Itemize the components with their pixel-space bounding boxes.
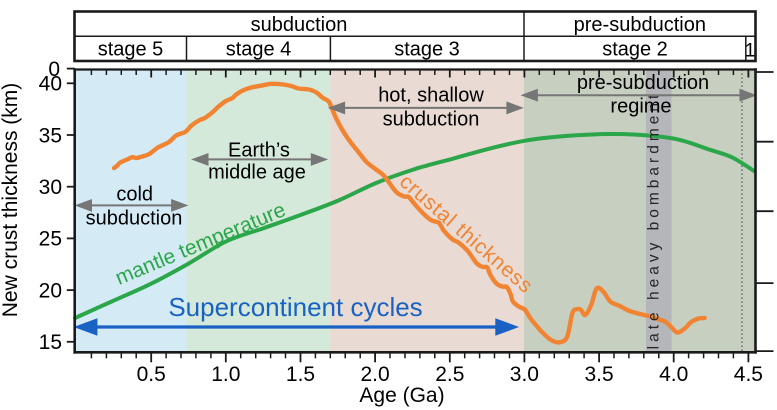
svg-text:pre-subduction: pre-subduction (577, 72, 709, 94)
svg-text:15: 15 (39, 331, 62, 354)
svg-text:stage 4: stage 4 (226, 39, 292, 61)
svg-text:Age (Ga): Age (Ga) (359, 384, 444, 407)
svg-text:2.0: 2.0 (360, 363, 389, 386)
svg-text:1: 1 (745, 41, 756, 62)
svg-text:subduction: subduction (251, 14, 348, 36)
svg-text:subduction: subduction (383, 109, 480, 131)
svg-text:stage 3: stage 3 (394, 39, 460, 61)
svg-text:3.0: 3.0 (510, 363, 539, 386)
svg-text:cold: cold (116, 184, 153, 206)
svg-text:stage 2: stage 2 (602, 39, 668, 61)
svg-text:late heavy bombardment: late heavy bombardment (646, 91, 663, 350)
svg-text:30: 30 (39, 176, 62, 199)
svg-text:stage 5: stage 5 (98, 39, 164, 61)
svg-text:New crust thickness (km): New crust thickness (km) (0, 83, 22, 318)
svg-text:pre-subduction: pre-subduction (574, 14, 706, 36)
svg-text:4.5: 4.5 (734, 363, 763, 386)
svg-text:3.5: 3.5 (584, 363, 613, 386)
svg-text:middle age: middle age (208, 162, 306, 184)
svg-text:Earth’s: Earth’s (228, 140, 290, 162)
svg-text:Supercontinent cycles: Supercontinent cycles (168, 292, 422, 322)
svg-text:hot, shallow: hot, shallow (378, 85, 484, 107)
svg-text:25: 25 (39, 228, 62, 251)
svg-text:subduction: subduction (86, 208, 183, 230)
svg-text:1.0: 1.0 (211, 363, 240, 386)
svg-text:2.5: 2.5 (435, 363, 464, 386)
svg-text:regime: regime (610, 96, 671, 118)
svg-text:1.5: 1.5 (286, 363, 315, 386)
svg-text:4.0: 4.0 (659, 363, 688, 386)
svg-text:40: 40 (39, 73, 62, 96)
svg-text:35: 35 (39, 124, 62, 147)
svg-text:0.5: 0.5 (137, 363, 166, 386)
svg-text:0: 0 (48, 58, 60, 81)
svg-text:20: 20 (39, 279, 62, 302)
